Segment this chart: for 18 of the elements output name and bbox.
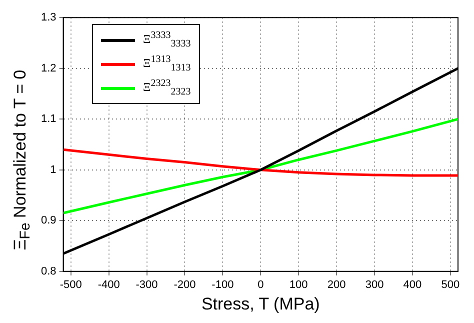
- x-tick-label: 300: [365, 279, 384, 292]
- x-tick-label: 0: [258, 279, 264, 292]
- y-tick-label: 1.1: [40, 113, 56, 126]
- x-tick-label: -200: [174, 279, 196, 292]
- y-tick-label: 1.2: [40, 62, 56, 74]
- x-tick-label: 200: [327, 279, 346, 292]
- y-tick-label: 0.9: [40, 214, 56, 227]
- x-tick-label: -300: [136, 279, 158, 292]
- y-tick-label: 1.3: [40, 12, 56, 24]
- x-tick-label: 500: [441, 279, 460, 292]
- y-tick-label: 1: [50, 164, 56, 176]
- x-tick-label: 100: [289, 279, 308, 292]
- x-tick-label: -100: [212, 279, 234, 292]
- x-tick-label: -400: [98, 279, 120, 292]
- y-tick-label: 0.8: [40, 265, 56, 278]
- x-axis-title: Stress, T (MPa): [201, 294, 320, 314]
- x-tick-label: -500: [60, 279, 82, 292]
- x-tick-label: 400: [403, 279, 422, 292]
